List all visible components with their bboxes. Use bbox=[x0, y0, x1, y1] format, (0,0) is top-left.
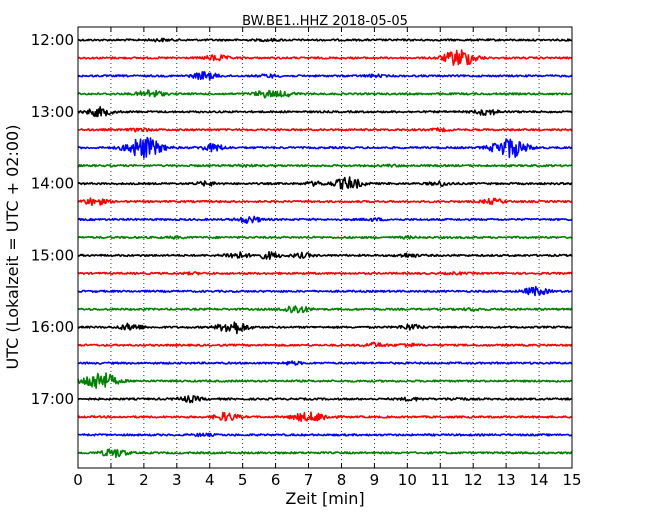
ticks: 0 1 2 3 4 5 6 7 8 9 10 11 12 13 14 1512:0013:0014:0015:… bbox=[31, 27, 582, 489]
x-tick-label: 8 bbox=[337, 471, 347, 489]
seismic-trace bbox=[77, 49, 573, 66]
seismic-trace bbox=[77, 341, 573, 348]
seismic-trace bbox=[77, 37, 573, 43]
x-tick-label: 10 bbox=[398, 471, 417, 489]
x-tick-label: 14 bbox=[530, 471, 549, 489]
seismic-trace bbox=[77, 305, 573, 314]
y-tick-label: 16:00 bbox=[31, 318, 74, 336]
y-tick-label: 17:00 bbox=[31, 390, 74, 408]
seismic-trace bbox=[77, 321, 573, 335]
x-tick-label: 12 bbox=[464, 471, 483, 489]
x-tick-label: 5 bbox=[238, 471, 248, 489]
seismic-trace bbox=[77, 285, 573, 297]
seismic-trace bbox=[77, 176, 573, 190]
seismic-trace bbox=[77, 89, 573, 99]
x-tick-label: 2 bbox=[139, 471, 149, 489]
seismic-trace bbox=[77, 235, 573, 240]
y-tick-label: 12:00 bbox=[31, 31, 74, 49]
x-tick-label: 6 bbox=[271, 471, 281, 489]
seismic-trace bbox=[77, 411, 573, 422]
x-tick-label: 11 bbox=[431, 471, 450, 489]
x-tick-label: 0 bbox=[73, 471, 83, 489]
seismic-trace bbox=[77, 71, 573, 81]
x-tick-label: 15 bbox=[562, 471, 581, 489]
x-tick-label: 3 bbox=[172, 471, 182, 489]
x-tick-label: 13 bbox=[497, 471, 516, 489]
seismic-trace bbox=[77, 271, 573, 276]
y-tick-label: 13:00 bbox=[31, 103, 74, 121]
seismic-trace bbox=[77, 395, 572, 404]
seismic-trace bbox=[77, 448, 573, 459]
seismic-trace bbox=[77, 251, 572, 260]
x-tick-label: 7 bbox=[304, 471, 314, 489]
seismic-trace bbox=[77, 163, 573, 168]
seismic-trace bbox=[77, 360, 573, 366]
x-axis-label: Zeit [min] bbox=[285, 489, 364, 508]
y-tick-label: 15:00 bbox=[31, 246, 74, 264]
plot-frame bbox=[77, 26, 573, 469]
seismic-trace bbox=[77, 372, 573, 389]
seismic-trace bbox=[77, 215, 573, 224]
seismic-trace bbox=[77, 127, 573, 133]
x-tick-label: 1 bbox=[106, 471, 116, 489]
y-axis-label: UTC (Lokalzeit = UTC + 02:00) bbox=[3, 125, 22, 370]
seismic-trace bbox=[77, 197, 573, 206]
chart-title: BW.BE1..HHZ 2018-05-05 bbox=[242, 14, 408, 29]
traces bbox=[77, 37, 573, 459]
x-tick-label: 9 bbox=[370, 471, 380, 489]
seismic-trace bbox=[78, 432, 573, 438]
seismic-trace bbox=[77, 136, 573, 159]
x-tick-label: 4 bbox=[205, 471, 215, 489]
grid bbox=[110, 27, 540, 468]
y-tick-label: 14:00 bbox=[31, 175, 74, 193]
seismic-trace bbox=[77, 106, 573, 118]
